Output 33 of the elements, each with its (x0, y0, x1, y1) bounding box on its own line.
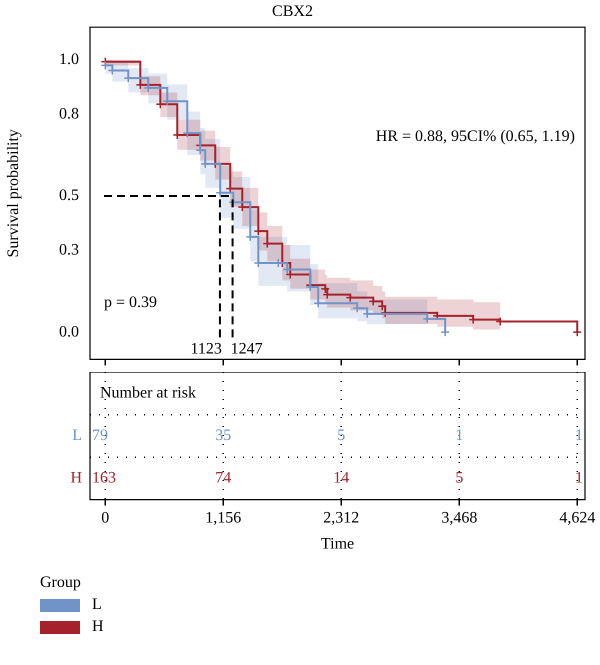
data-label: 35 (215, 427, 232, 444)
ref-line-label: 1123 (190, 340, 222, 358)
x-tick-label: 1,156 (205, 509, 242, 526)
chart-title: CBX2 (272, 2, 313, 20)
data-label: 14 (333, 470, 350, 487)
data-label: 1 (455, 427, 464, 444)
legend-label: L (92, 595, 102, 615)
y-tick-label: 0.8 (59, 106, 79, 123)
x-tick-label: 0 (101, 509, 110, 526)
x-tick-label: 3,468 (441, 509, 478, 526)
y-tick-label: L (72, 427, 82, 444)
data-label: 74 (215, 470, 232, 487)
data-label: 1 (575, 470, 583, 487)
y-tick-label: 0.3 (59, 242, 79, 259)
x-axis-title: Time (320, 536, 354, 553)
data-label: 5 (337, 427, 346, 444)
ref-line-label: 1247 (230, 340, 263, 358)
data-label: 5 (455, 470, 464, 487)
data-label: 163 (92, 470, 116, 487)
annotation: HR = 0.88, 95CI% (0.65, 1.19) (376, 128, 575, 146)
chart-title: Number at risk (100, 384, 196, 402)
legend-title: Group (40, 573, 82, 593)
data-label: 1 (575, 427, 583, 444)
y-tick-label: 1.0 (59, 51, 79, 68)
y-tick-label: H (70, 470, 82, 487)
x-tick-label: 2,312 (323, 509, 360, 526)
y-axis-title: Survival probability (4, 129, 22, 258)
y-tick-label: 0.5 (59, 187, 79, 204)
legend-label: H (92, 617, 104, 637)
data-label: 79 (92, 427, 108, 444)
x-tick-label: 4,624 (559, 509, 596, 526)
y-tick-label: 0.0 (59, 323, 79, 340)
annotation: p = 0.39 (104, 294, 158, 312)
